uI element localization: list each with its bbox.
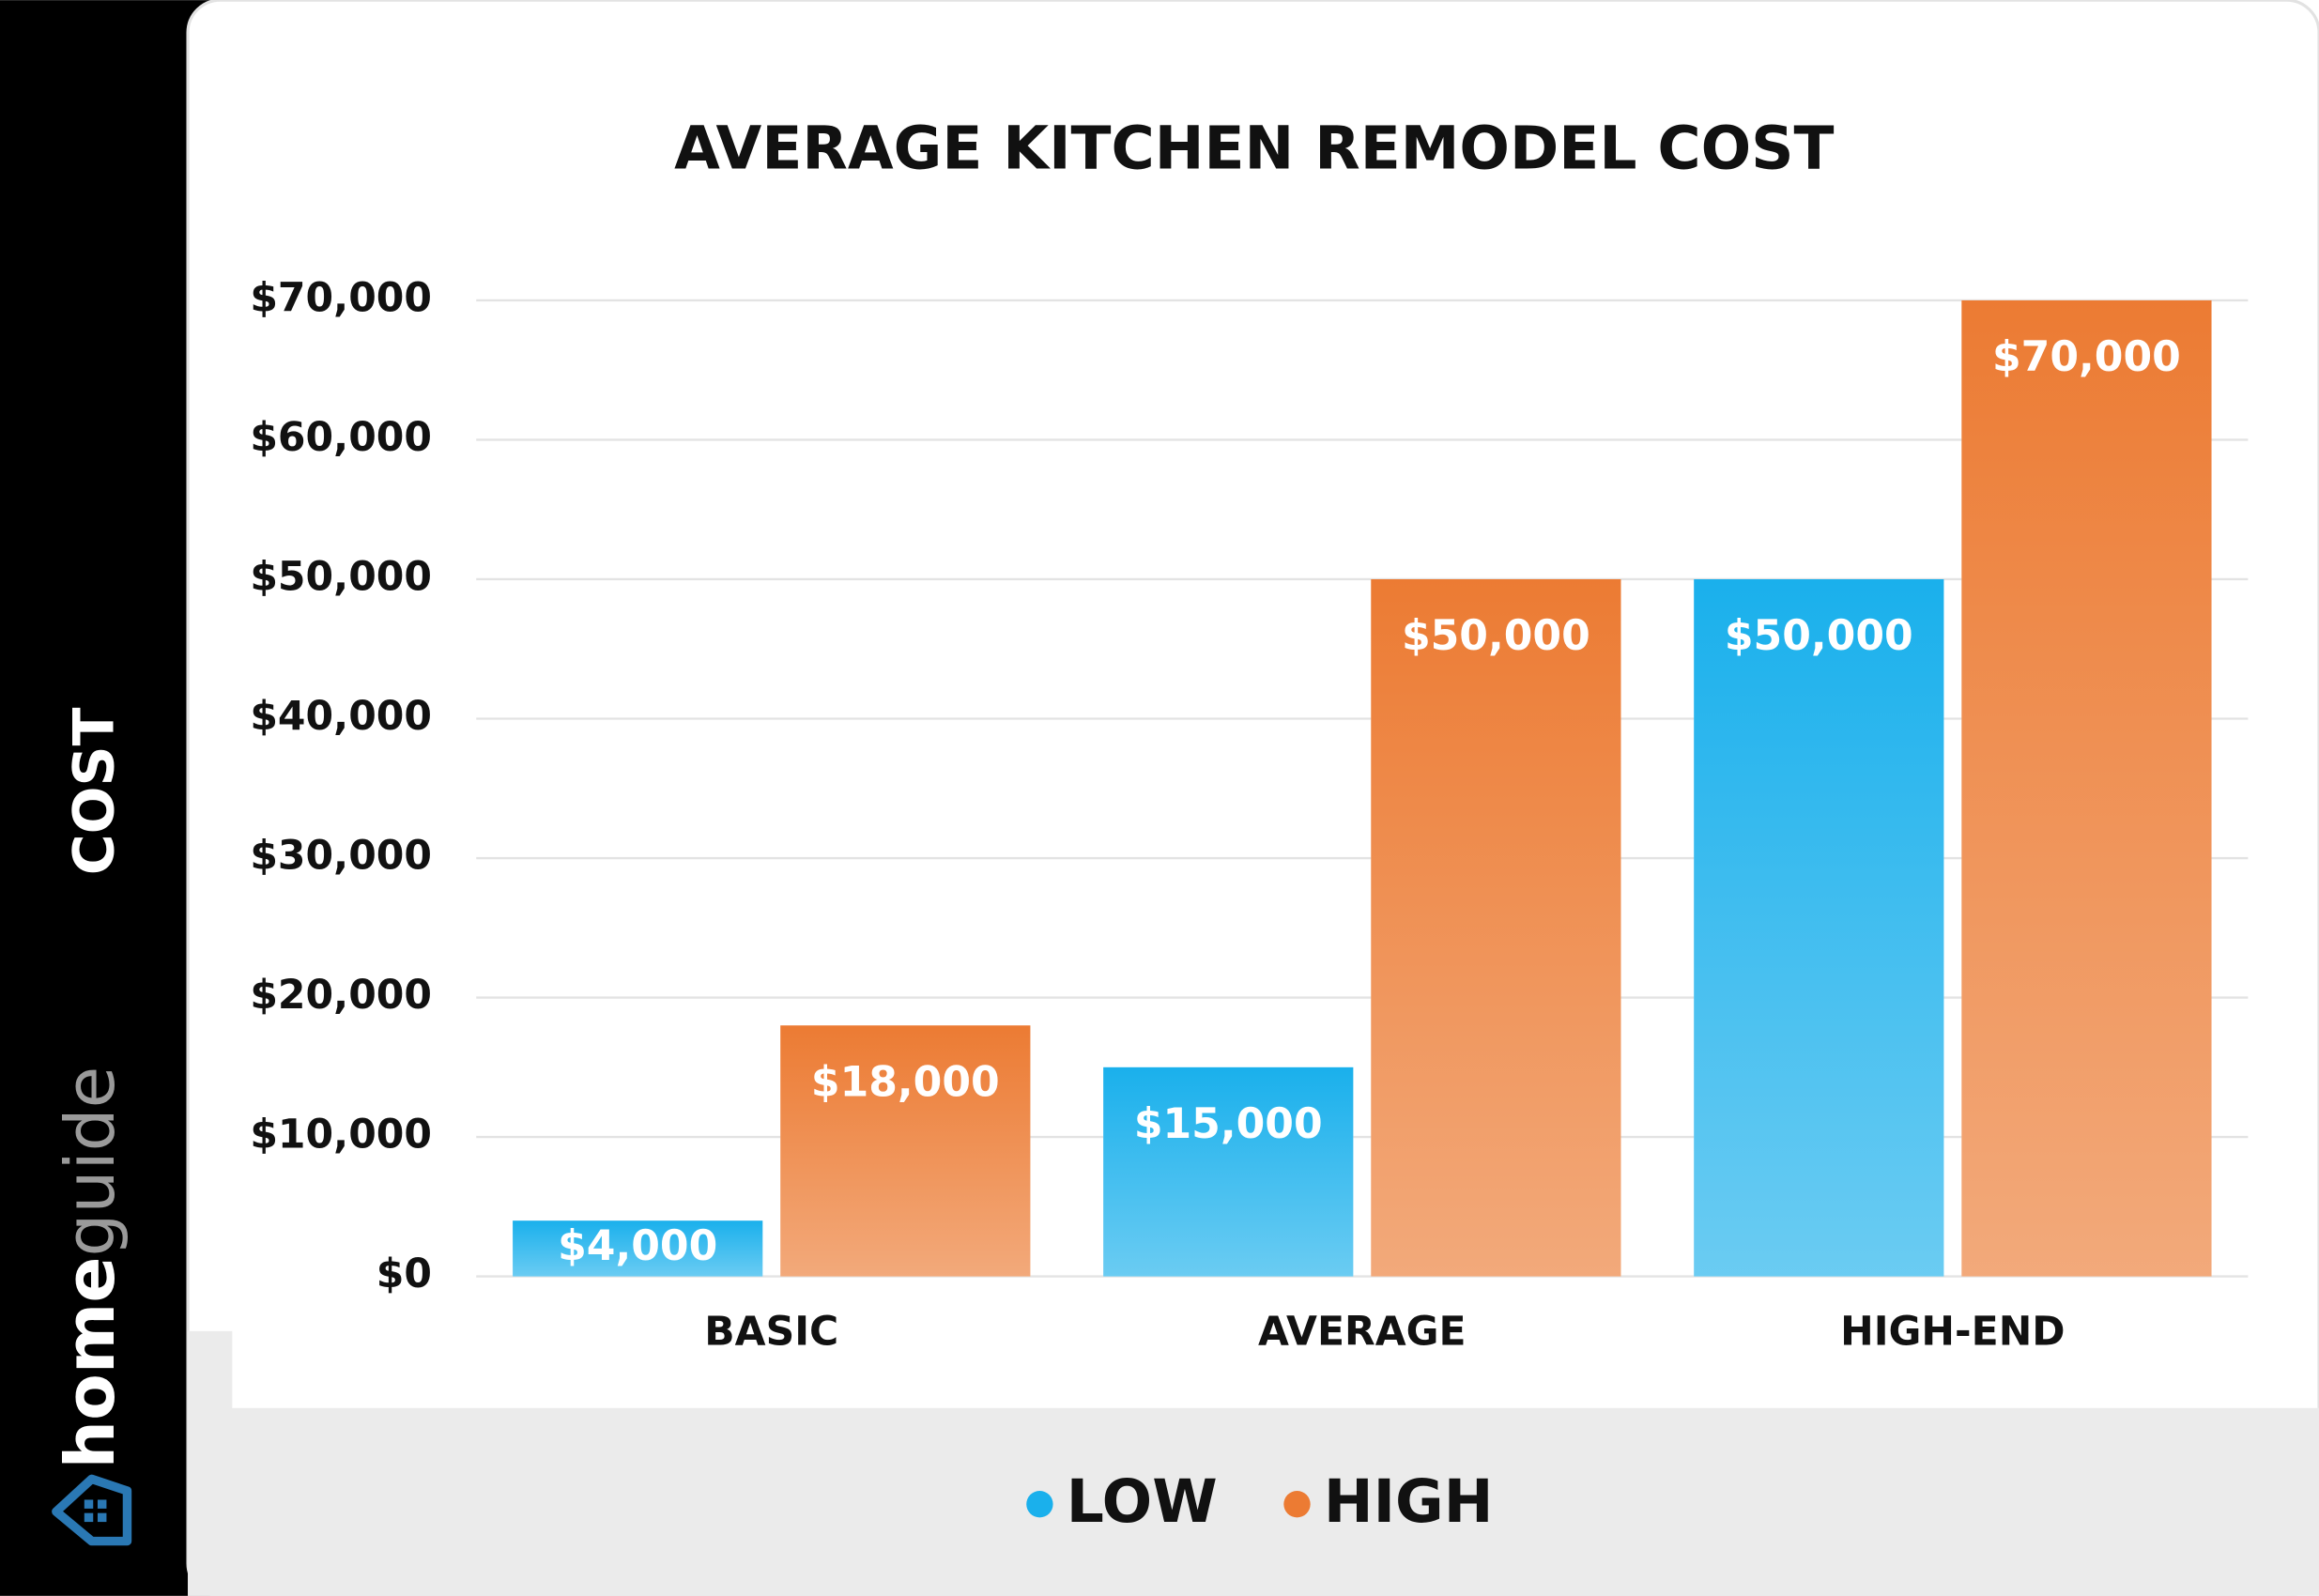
brand-bold: home bbox=[52, 1256, 131, 1468]
icon-window bbox=[84, 1499, 94, 1509]
y-tick-label: $60,000 bbox=[250, 415, 432, 461]
bar-fill bbox=[780, 1025, 1031, 1277]
data-label: $50,000 bbox=[1402, 612, 1590, 660]
legend-label: HIGH bbox=[1324, 1467, 1494, 1536]
icon-window bbox=[97, 1512, 107, 1523]
y-tick-label: $40,000 bbox=[250, 694, 432, 740]
bar-fill bbox=[1371, 578, 1621, 1277]
data-label: $4,000 bbox=[558, 1222, 717, 1270]
legend-label: LOW bbox=[1067, 1467, 1218, 1536]
legend-marker bbox=[1026, 1491, 1053, 1518]
chart-title: AVERAGE KITCHEN REMODEL COST bbox=[674, 114, 1834, 182]
y-tick-label: $50,000 bbox=[250, 554, 432, 600]
bar-fill bbox=[513, 1220, 763, 1277]
y-tick-label: $30,000 bbox=[250, 834, 432, 880]
data-label: $70,000 bbox=[1992, 333, 2181, 381]
data-label: $18,000 bbox=[811, 1058, 1000, 1106]
data-label: $50,000 bbox=[1725, 612, 1913, 660]
icon-window bbox=[97, 1499, 107, 1509]
data-label: $15,000 bbox=[1134, 1100, 1323, 1148]
brand-icon bbox=[52, 1474, 132, 1546]
bar-fill bbox=[1103, 1067, 1354, 1277]
legend-band-corner bbox=[188, 1330, 233, 1596]
legend-marker bbox=[1283, 1491, 1311, 1518]
y-tick-label: $10,000 bbox=[250, 1113, 432, 1159]
y-axis-label: COST bbox=[62, 707, 128, 875]
house-icon bbox=[52, 1474, 132, 1546]
legend-band bbox=[188, 1407, 2319, 1596]
y-tick-label: $70,000 bbox=[250, 275, 432, 321]
icon-window bbox=[84, 1512, 94, 1523]
y-tick-label: $20,000 bbox=[250, 973, 432, 1019]
x-tick-label: BASIC bbox=[704, 1310, 838, 1356]
bar-fill bbox=[1961, 299, 2212, 1277]
bar-fill bbox=[1694, 578, 1944, 1277]
x-tick-label: HIGH-END bbox=[1840, 1310, 2065, 1356]
x-tick-label: AVERAGE bbox=[1258, 1310, 1467, 1356]
brand: homeguide bbox=[52, 1067, 131, 1469]
y-tick-label: $0 bbox=[376, 1251, 432, 1297]
brand-light: guide bbox=[52, 1067, 131, 1257]
